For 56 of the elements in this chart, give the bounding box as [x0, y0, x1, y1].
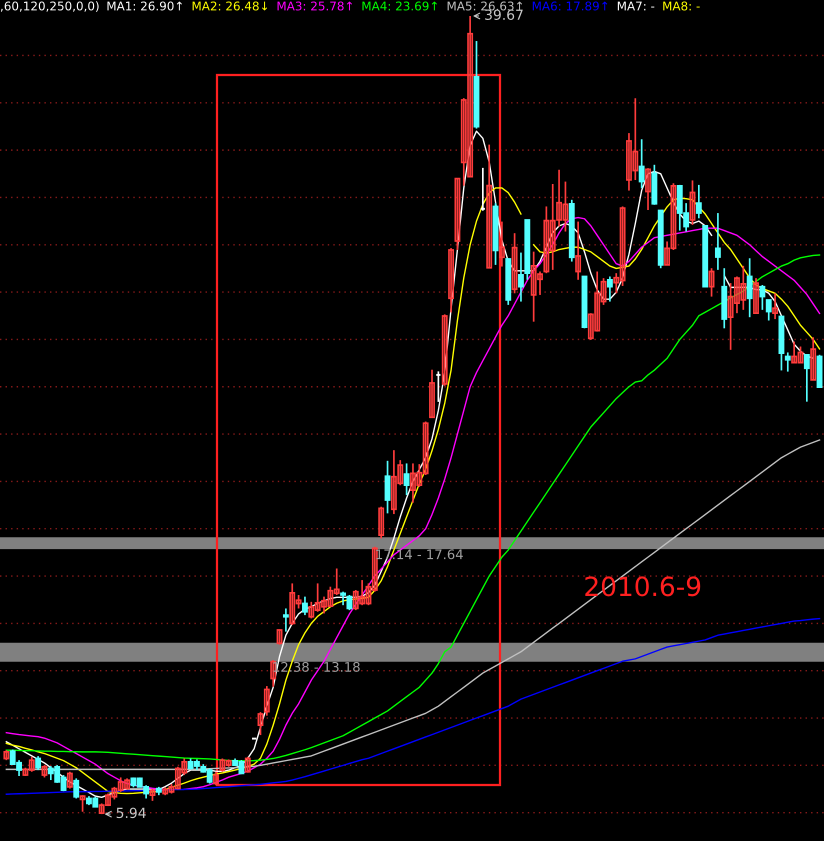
- candlestick: [784, 352, 791, 372]
- candlestick: [454, 178, 460, 251]
- candlestick: [486, 144, 492, 269]
- candlestick: [244, 756, 251, 774]
- candlestick: [518, 252, 524, 302]
- candlestick: [378, 506, 384, 540]
- candlestick: [575, 220, 582, 281]
- text: MA4: 23.69↑: [362, 1, 437, 11]
- candlestick: [442, 314, 448, 387]
- annotation: 39.67: [485, 9, 523, 20]
- text: MA2: 26.48↓: [192, 1, 268, 11]
- candlestick: [606, 276, 613, 302]
- candlestick: [498, 220, 505, 268]
- candlestick: [429, 368, 435, 419]
- legend-title: ,60,120,250,0,0): [0, 1, 99, 12]
- text: MA6: 17.89↑: [532, 1, 608, 11]
- candlestick: [150, 788, 156, 802]
- candlestick: [384, 460, 390, 514]
- candlestick: [810, 336, 816, 381]
- candlestick: [512, 232, 518, 294]
- annotation: 5.94: [116, 808, 146, 818]
- candlestick: [258, 711, 264, 736]
- candlestick: [404, 462, 410, 496]
- candlestick: [645, 167, 651, 211]
- candlestick: [73, 778, 80, 800]
- candlestick: [435, 370, 442, 403]
- candlestick: [276, 628, 282, 646]
- candlestick: [638, 138, 645, 190]
- legend-label: MA7: -: [618, 2, 654, 10]
- candlestick: [753, 277, 759, 314]
- candlestick: [340, 590, 346, 606]
- legend-label: MA8: -: [663, 1, 700, 11]
- candlestick: [759, 284, 766, 311]
- candlestick: [35, 755, 42, 771]
- candlestick: [448, 247, 454, 314]
- candlestick: [714, 212, 721, 271]
- candlestick: [696, 184, 702, 220]
- text: MA5: 26.63↑: [448, 1, 522, 11]
- candlestick: [772, 292, 778, 320]
- candlestick: [708, 267, 714, 298]
- candlestick: [302, 596, 308, 616]
- candlestick: [282, 608, 289, 632]
- candlestick: [804, 354, 810, 402]
- candlestick: [213, 770, 219, 786]
- candlestick: [66, 770, 73, 790]
- candlestick: [690, 180, 696, 226]
- candlestick: [80, 794, 86, 813]
- candlestick: [746, 257, 753, 318]
- candlestick: [3, 749, 10, 761]
- candlestick: [480, 167, 486, 212]
- candlestick: [42, 764, 48, 778]
- candlestick: [346, 594, 352, 611]
- text: MA3: 25.78↑: [278, 1, 352, 11]
- candlestick: [766, 299, 772, 322]
- text: MA1: 26.90↑: [107, 1, 182, 11]
- candlestick: [264, 685, 270, 716]
